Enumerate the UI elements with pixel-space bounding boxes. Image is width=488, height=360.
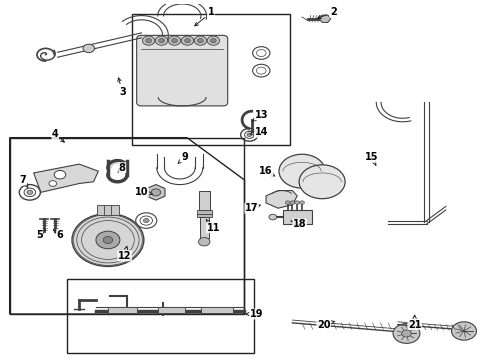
Polygon shape [34,164,98,192]
Circle shape [72,213,143,266]
Circle shape [285,201,289,204]
Circle shape [142,36,155,45]
Text: 20: 20 [316,320,334,330]
Bar [200,217,208,238]
Bar [104,205,112,215]
Circle shape [450,322,475,340]
Text: 17: 17 [244,203,260,213]
Text: 3: 3 [118,78,125,97]
FancyBboxPatch shape [136,35,227,106]
Circle shape [198,238,209,246]
Circle shape [289,201,294,204]
Bar [199,190,209,210]
Circle shape [392,324,419,343]
Text: 10: 10 [134,187,152,197]
Circle shape [197,39,203,43]
Text: 18: 18 [290,219,306,229]
Text: 1: 1 [194,8,214,26]
Text: 14: 14 [250,127,267,138]
Bar [67,279,254,353]
Text: 21: 21 [407,315,421,330]
Circle shape [294,201,299,204]
Circle shape [168,36,181,45]
Circle shape [27,190,33,194]
Text: 15: 15 [364,152,378,165]
Circle shape [143,219,149,223]
Circle shape [181,36,193,45]
Circle shape [83,44,94,53]
Circle shape [49,181,57,186]
Circle shape [103,237,112,243]
Text: 7: 7 [20,175,28,188]
Circle shape [246,133,251,136]
Text: 5: 5 [36,230,45,240]
Bar [201,307,232,313]
Text: 16: 16 [259,166,274,176]
Bar [97,205,104,215]
Text: 12: 12 [118,246,131,261]
Text: 11: 11 [206,220,220,233]
Bar [111,205,119,215]
Circle shape [207,36,219,45]
Polygon shape [319,15,330,22]
Circle shape [401,330,410,337]
Bar [196,210,211,213]
Circle shape [145,39,151,43]
Circle shape [96,231,120,249]
Bar [10,138,244,314]
Circle shape [299,165,345,199]
Text: 13: 13 [251,110,267,122]
Circle shape [268,214,276,220]
Text: 6: 6 [54,230,63,240]
Text: 2: 2 [317,8,336,19]
Circle shape [279,154,325,188]
Circle shape [299,201,304,204]
Polygon shape [146,185,164,200]
Text: 8: 8 [118,163,125,173]
Circle shape [54,171,65,179]
Bar [282,210,311,224]
Bar [158,307,184,313]
Polygon shape [265,190,297,208]
Circle shape [184,39,190,43]
Circle shape [159,39,164,43]
Text: 9: 9 [178,152,187,163]
Text: 19: 19 [245,309,263,319]
Circle shape [210,39,216,43]
Circle shape [155,36,167,45]
Bar [108,307,137,313]
Circle shape [151,189,160,196]
Circle shape [194,36,206,45]
Circle shape [171,39,177,43]
Text: 4: 4 [52,129,64,142]
Bar [132,14,289,145]
Bar [196,213,211,217]
